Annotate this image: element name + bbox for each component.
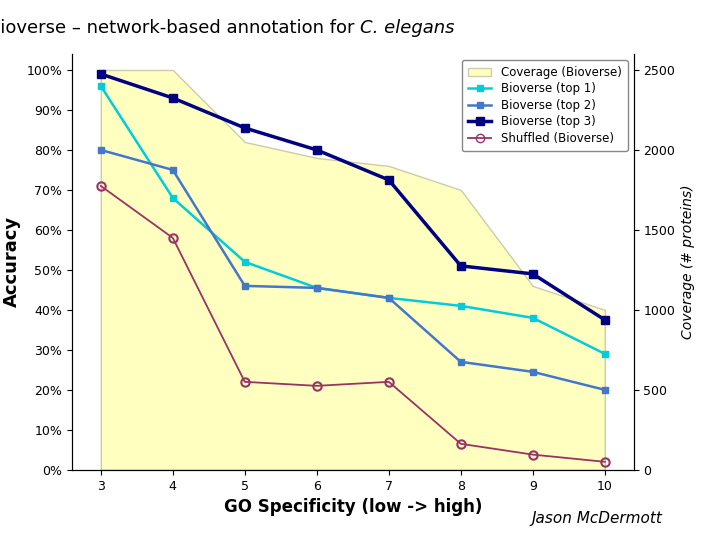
X-axis label: GO Specificity (low -> high): GO Specificity (low -> high) [224, 498, 482, 516]
Bioverse (top 1) [456, 302, 465, 309]
Bioverse (top 3) [456, 262, 465, 269]
Line: Bioverse (top 1): Bioverse (top 1) [97, 83, 608, 357]
Shuffled (Bioverse) [456, 441, 465, 447]
Legend: Coverage (Bioverse), Bioverse (top 1), Bioverse (top 2), Bioverse (top 3), Shuff: Coverage (Bioverse), Bioverse (top 1), B… [462, 60, 628, 151]
Bioverse (top 2) [96, 147, 105, 153]
Bioverse (top 2) [312, 285, 321, 291]
Text: Jason McDermott: Jason McDermott [531, 511, 662, 526]
Bioverse (top 3) [600, 316, 609, 323]
Shuffled (Bioverse) [600, 458, 609, 465]
Shuffled (Bioverse) [312, 383, 321, 389]
Bioverse (top 2) [384, 295, 393, 301]
Bioverse (top 2) [456, 359, 465, 365]
Bioverse (top 3) [240, 125, 249, 131]
Bioverse (top 3) [528, 271, 537, 277]
Bioverse (top 1) [384, 295, 393, 301]
Bioverse (top 3) [96, 71, 105, 77]
Bioverse (top 1) [168, 195, 177, 201]
Bioverse (top 3) [384, 177, 393, 183]
Bioverse (top 1) [600, 350, 609, 357]
Bioverse (top 1) [96, 83, 105, 89]
Bioverse (top 1) [528, 315, 537, 321]
Bioverse (top 2) [240, 282, 249, 289]
Shuffled (Bioverse) [528, 451, 537, 458]
Y-axis label: Coverage (# proteins): Coverage (# proteins) [680, 185, 695, 339]
Text: Bioverse – network-based annotation for: Bioverse – network-based annotation for [0, 19, 360, 37]
Bioverse (top 1) [312, 285, 321, 291]
Bioverse (top 3) [168, 94, 177, 101]
Shuffled (Bioverse) [96, 183, 105, 189]
Shuffled (Bioverse) [240, 379, 249, 385]
Shuffled (Bioverse) [384, 379, 393, 385]
Bioverse (top 1) [240, 259, 249, 265]
Text: C. elegans: C. elegans [360, 19, 454, 37]
Bioverse (top 3) [312, 147, 321, 153]
Y-axis label: Accuracy: Accuracy [3, 217, 21, 307]
Bioverse (top 2) [600, 387, 609, 393]
Line: Shuffled (Bioverse): Shuffled (Bioverse) [96, 182, 609, 466]
Bioverse (top 2) [168, 167, 177, 173]
Line: Bioverse (top 2): Bioverse (top 2) [97, 146, 608, 393]
Line: Bioverse (top 3): Bioverse (top 3) [96, 70, 609, 324]
Bioverse (top 2) [528, 369, 537, 375]
Shuffled (Bioverse) [168, 235, 177, 241]
